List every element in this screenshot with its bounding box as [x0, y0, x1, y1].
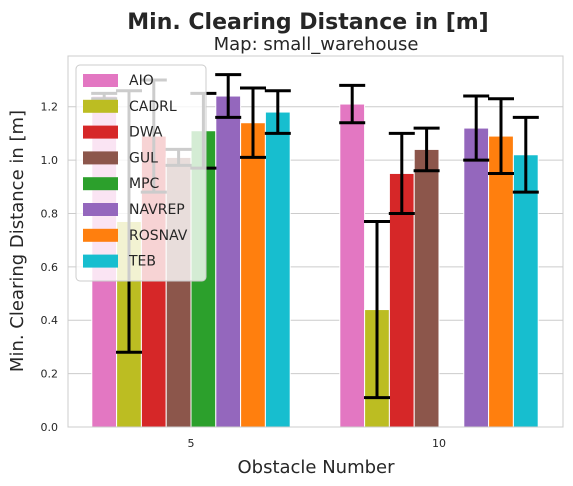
x-tick-label: 10: [432, 437, 446, 450]
legend: AIO CADRL DWA GUL MPC NAVREP ROSNAV TEB: [75, 64, 207, 282]
legend-swatch-mpc: [83, 177, 118, 191]
chart-title: Min. Clearing Distance in [m]: [127, 10, 488, 35]
legend-label: MPC: [129, 176, 160, 192]
bar-navrep: [463, 127, 490, 428]
y-tick-label: 1.2: [41, 101, 59, 114]
y-tick-label: 0.0: [41, 421, 59, 434]
legend-label: NAVREP: [129, 202, 185, 218]
legend-swatch-navrep: [83, 203, 118, 216]
legend-swatch-gul: [83, 151, 118, 165]
legend-label: GUL: [129, 150, 158, 166]
bar-gul: [413, 148, 440, 428]
bar-rosnav: [240, 122, 266, 428]
y-tick-label: 0.2: [41, 368, 59, 381]
y-tick-label: 0.6: [41, 261, 59, 274]
x-tick-label: 5: [188, 437, 195, 450]
legend-swatch-teb: [83, 254, 118, 268]
legend-label: ROSNAV: [129, 228, 188, 244]
y-tick-label: 1.0: [41, 154, 59, 167]
y-axis-label: Min. Clearing Distance in [m]: [7, 110, 28, 372]
x-axis-label: Obstacle Number: [237, 457, 395, 478]
legend-label: CADRL: [129, 99, 177, 115]
legend-swatch-rosnav: [83, 228, 118, 242]
y-tick-label: 0.8: [41, 207, 59, 220]
bar-navrep: [215, 95, 242, 428]
bar-aio: [339, 103, 366, 428]
legend-label: DWA: [129, 125, 163, 141]
bar-teb: [512, 154, 539, 428]
plot-area-frame: [67, 55, 564, 428]
bar-rosnav: [488, 135, 514, 428]
chart-subtitle: Map: small_warehouse: [214, 34, 419, 55]
y-tick-label: 0.4: [41, 314, 59, 327]
legend-label: AIO: [129, 73, 154, 89]
legend-swatch-dwa: [83, 125, 118, 139]
bar-teb: [264, 111, 291, 428]
legend-label: TEB: [128, 254, 156, 270]
legend-swatch-aio: [83, 74, 118, 87]
legend-swatch-cadrl: [83, 99, 118, 113]
legend-frame: [75, 64, 207, 282]
